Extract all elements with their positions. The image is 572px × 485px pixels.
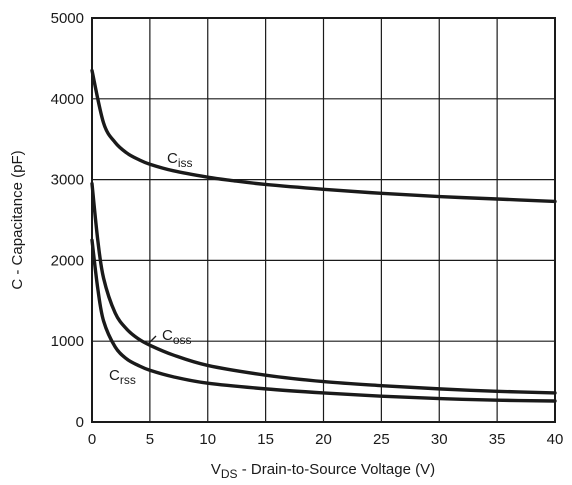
- ciss-label-main: C: [167, 150, 178, 167]
- grid-lines: [91, 17, 556, 423]
- crss-label: Crss: [109, 367, 136, 387]
- x-axis-title-rest: - Drain-to-Source Voltage (V): [238, 461, 436, 478]
- tick-labels: 0 5 10 15 20 25 30 35 40 0 1000 2000 3000 4000 5000: [51, 10, 564, 448]
- x-tick-label: 30: [431, 431, 448, 448]
- y-tick-label: 4000: [51, 91, 84, 108]
- coss-label-main: C: [162, 327, 173, 344]
- coss-label: Coss: [162, 327, 192, 347]
- crss-curve: [90, 238, 557, 403]
- x-tick-label: 0: [88, 431, 96, 448]
- plot-frame: [91, 17, 556, 423]
- y-axis-title: C - Capacitance (pF): [9, 150, 26, 289]
- x-tick-label: 10: [199, 431, 216, 448]
- x-axis-title-main: V: [211, 461, 221, 478]
- x-tick-label: 20: [315, 431, 332, 448]
- ciss-label: Ciss: [167, 150, 193, 170]
- crss-label-sub: rss: [120, 373, 136, 387]
- x-tick-label: 40: [547, 431, 564, 448]
- x-tick-label: 25: [373, 431, 390, 448]
- y-tick-label: 3000: [51, 172, 84, 189]
- coss-curve: [90, 181, 557, 395]
- y-tick-label: 1000: [51, 333, 84, 350]
- y-tick-label: 2000: [51, 252, 84, 269]
- x-axis-title: VDS - Drain-to-Source Voltage (V): [211, 461, 435, 481]
- ciss-label-sub: iss: [178, 156, 193, 170]
- x-tick-label: 15: [257, 431, 274, 448]
- series-curves: [90, 68, 557, 403]
- y-tick-label: 5000: [51, 10, 84, 27]
- x-tick-label: 5: [146, 431, 154, 448]
- y-tick-label: 0: [76, 414, 84, 431]
- crss-label-main: C: [109, 367, 120, 384]
- coss-label-sub: oss: [173, 333, 192, 347]
- x-axis-title-sub: DS: [221, 467, 238, 481]
- ciss-curve: [90, 68, 557, 204]
- coss-leader-line: [147, 335, 157, 345]
- x-tick-label: 35: [489, 431, 506, 448]
